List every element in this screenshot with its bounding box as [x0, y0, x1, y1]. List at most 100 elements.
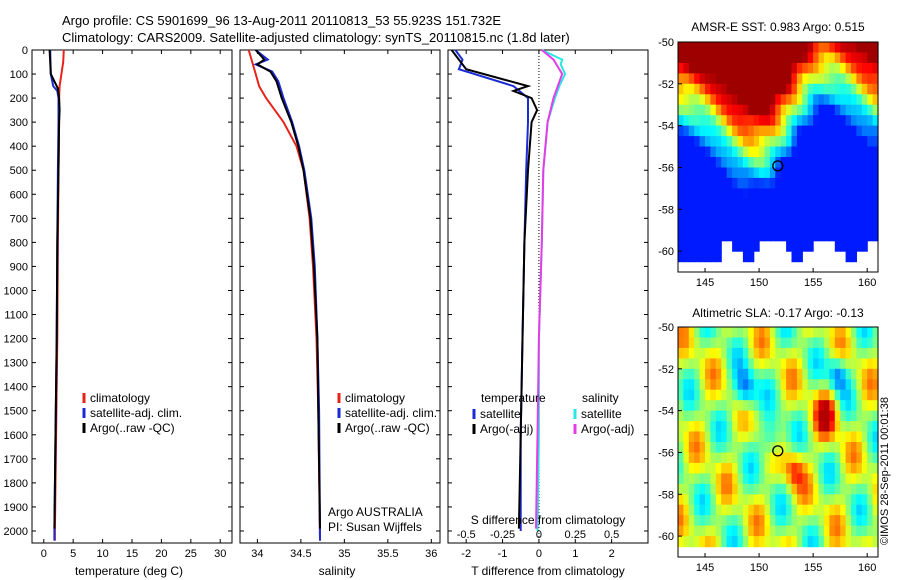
map-cell: [742, 431, 749, 443]
map-cell: [786, 157, 793, 169]
map-cell: [753, 337, 760, 349]
map-cell: [872, 62, 879, 74]
map-cell: [786, 358, 793, 370]
map-cell: [813, 337, 820, 349]
map-cell: [699, 431, 706, 443]
difference-axes-frame: [447, 49, 649, 544]
map-cell: [732, 115, 739, 127]
map-cell: [737, 240, 744, 252]
map-cell: [705, 431, 711, 443]
map-cell: [683, 230, 690, 242]
map-cell: [818, 198, 825, 210]
map-cell: [764, 94, 771, 106]
map-cell: [861, 198, 868, 210]
map-cell: [872, 347, 879, 359]
map-cell: [726, 219, 733, 231]
map-cell: [791, 473, 798, 485]
map-cell: [802, 400, 809, 412]
map-cell: [840, 379, 847, 391]
map-cell: [721, 177, 728, 189]
map-cell: [683, 389, 690, 401]
x-tick-label: 35.5: [377, 548, 398, 560]
map-cell: [780, 146, 787, 158]
map-cell: [823, 146, 830, 158]
map-cell: [823, 125, 830, 137]
map-cell: [715, 177, 722, 189]
map-cell: [748, 442, 755, 454]
map-cell: [759, 431, 766, 443]
map-cell: [872, 52, 879, 64]
map-cell: [867, 400, 874, 412]
map-cell: [721, 83, 728, 95]
map-cell: [753, 483, 760, 495]
map-cell: [807, 157, 814, 169]
map-cell: [748, 494, 755, 506]
map-cell: [818, 431, 825, 443]
map-cell: [818, 209, 825, 221]
map-cell: [796, 188, 803, 200]
map-cell: [694, 536, 701, 548]
map-cell: [796, 177, 803, 189]
map-cell: [845, 389, 852, 401]
map-cell: [856, 515, 863, 527]
map-cell: [753, 125, 760, 137]
map-cell: [759, 504, 766, 516]
map-cell: [829, 219, 836, 231]
map-cell: [726, 379, 733, 391]
map-cell: [856, 73, 863, 85]
x-tick-label: 35: [338, 548, 350, 560]
map-cell: [829, 83, 836, 95]
map-cell: [851, 219, 857, 231]
map-cell: [699, 104, 706, 116]
map-cell: [861, 104, 868, 116]
map-cell: [715, 104, 722, 116]
map-cell: [786, 389, 793, 401]
map-cell: [715, 389, 722, 401]
map-cell: [678, 358, 684, 370]
map-cell: [834, 167, 841, 179]
map-cell: [748, 410, 755, 422]
map-cell: [710, 525, 717, 537]
map-cell: [715, 347, 722, 359]
map-cell: [748, 157, 755, 169]
map-cell: [694, 504, 701, 516]
map-cell: [796, 400, 803, 412]
map-cell: [791, 219, 798, 231]
map-cell: [791, 157, 798, 169]
map-cell: [721, 52, 728, 64]
map-cell: [834, 473, 841, 485]
map-cell: [840, 410, 847, 422]
map-cell: [764, 42, 771, 54]
map-cell: [851, 188, 857, 200]
map-cell: [796, 504, 803, 516]
map-cell: [834, 421, 841, 433]
map-cell: [786, 219, 793, 231]
map-cell: [829, 462, 836, 474]
map-cell: [872, 379, 879, 391]
map-cell: [769, 494, 776, 506]
series-line-argo-raw-qc-: [48, 49, 61, 529]
map-cell: [753, 240, 760, 252]
map-cell: [845, 62, 852, 74]
map-cell: [705, 62, 711, 74]
map-cell: [851, 146, 857, 158]
map-cell: [699, 442, 706, 454]
map-cell: [678, 167, 684, 179]
map-cell: [786, 337, 793, 349]
map-cell: [699, 94, 706, 106]
map-cell: [861, 73, 868, 85]
map-cell: [818, 400, 825, 412]
map-cell: [715, 167, 722, 179]
map-cell: [829, 167, 836, 179]
map-cell: [823, 462, 830, 474]
x-tick-label: 5: [70, 548, 76, 560]
map-cell: [791, 504, 798, 516]
map-cell: [759, 198, 766, 210]
lon-tick-label: 155: [804, 277, 822, 289]
map-cell: [678, 94, 684, 106]
map-cell: [715, 230, 722, 242]
legend-title-salinity: salinity: [582, 391, 619, 405]
map-cell: [813, 515, 820, 527]
map-cell: [834, 452, 841, 464]
map-cell: [710, 219, 717, 231]
